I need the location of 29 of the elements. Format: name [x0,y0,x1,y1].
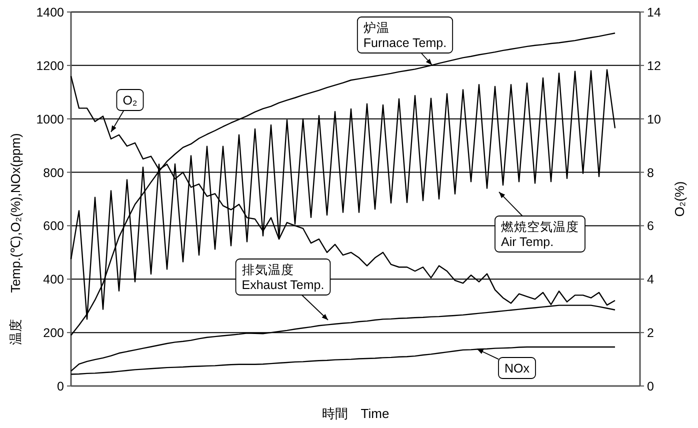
annotation: NOx [504,362,530,376]
y-tick-label: 0 [57,380,64,394]
y2-tick-label: 2 [647,326,654,340]
annotation: 排気温度 Exhaust Temp. [242,262,324,292]
annotation: O₂ [122,94,138,108]
y2-tick-label: 8 [647,166,654,180]
y-tick-label: 1200 [36,58,64,73]
annotation: O₂ [110,89,144,132]
y-axis-title: 温度 Temp.(℃),O₂(%),NOx(ppm) [8,133,23,345]
y2-axis-title: O₂(%) [672,181,687,217]
annotation: 燃焼空気温度 Air Temp. [494,192,586,252]
x-axis-title: 時間 Time [322,406,390,421]
y-tick-label: 1400 [36,6,64,20]
y-tick-label: 600 [43,219,64,234]
annotation: NOx [476,348,536,379]
y2-tick-label: 12 [647,58,661,73]
y-tick-label: 400 [43,272,64,287]
y2-tick-label: 0 [647,380,654,394]
y-tick-label: 800 [43,166,64,180]
annotation: 燃焼空気温度 Air Temp. [501,219,579,249]
y2-tick-label: 14 [647,6,661,20]
y2-tick-label: 6 [647,219,654,234]
annotation: 炉温 Furnace Temp. [363,21,447,50]
y2-tick-label: 10 [647,112,661,126]
annotation: 排気温度 Exhaust Temp. [235,258,331,320]
y-tick-label: 200 [43,326,64,340]
annotation: 炉温 Furnace Temp. [356,16,454,66]
y-tick-label: 1000 [36,112,64,126]
y2-tick-label: 4 [647,272,654,287]
